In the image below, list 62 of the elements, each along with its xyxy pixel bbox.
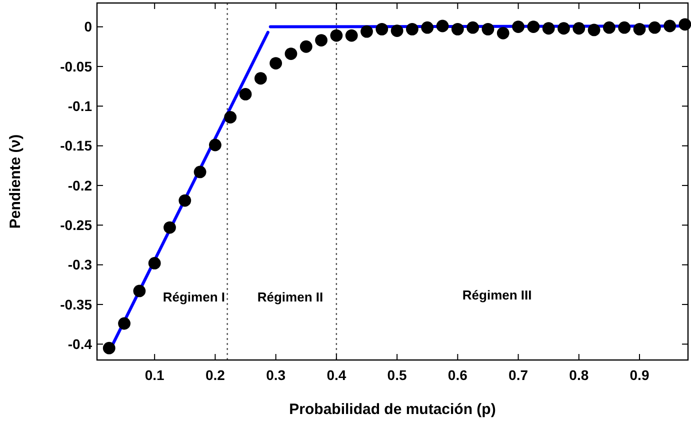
point <box>270 57 282 70</box>
point <box>618 21 631 34</box>
point <box>345 29 358 42</box>
point <box>421 21 434 34</box>
point <box>209 138 222 152</box>
point <box>496 26 510 40</box>
point <box>194 166 206 178</box>
point <box>102 342 116 354</box>
point <box>300 40 312 53</box>
point <box>376 22 388 36</box>
x-tick-label: 0.4 <box>326 367 346 383</box>
point <box>118 317 130 330</box>
x-tick-label: 0.9 <box>630 367 650 383</box>
y-tick-label: -0.25 <box>60 217 92 234</box>
point <box>164 221 176 234</box>
point <box>148 257 161 270</box>
y-tick-label: -0.3 <box>68 256 92 273</box>
point <box>512 20 524 33</box>
point <box>451 22 464 36</box>
x-axis-title: Probabilidad de mutación (p) <box>289 401 496 418</box>
point <box>482 22 494 36</box>
x-tick-label: 0.6 <box>448 367 468 383</box>
point <box>360 25 373 38</box>
y-tick-label: -0.1 <box>68 98 92 114</box>
y-tick-label: -0.35 <box>60 296 92 312</box>
point <box>315 34 328 46</box>
x-tick-label: 0.8 <box>569 367 589 383</box>
point <box>603 21 616 34</box>
annotation: Régimen III <box>462 288 532 303</box>
point <box>664 20 676 32</box>
x-tick-label: 0.1 <box>144 367 165 383</box>
point <box>466 21 480 34</box>
point <box>558 22 570 35</box>
y-tick-label: -0.4 <box>68 336 92 352</box>
annotation: Régimen II <box>257 289 324 304</box>
point <box>406 22 418 36</box>
x-tick-label: 0.2 <box>205 367 226 383</box>
x-tick-label: 0.3 <box>266 367 286 383</box>
point <box>133 284 146 298</box>
point <box>678 18 691 31</box>
y-tick-label: -0.05 <box>60 58 92 74</box>
y-tick-label: -0.15 <box>60 138 92 154</box>
y-axis-title: Pendiente (ν) <box>7 134 24 229</box>
point <box>588 24 600 36</box>
point <box>542 22 555 35</box>
point <box>330 29 343 42</box>
y-tick-label: 0 <box>84 18 92 35</box>
point <box>239 88 252 100</box>
point <box>436 20 449 32</box>
point <box>224 111 237 124</box>
point <box>254 72 267 85</box>
point <box>178 194 192 207</box>
y-tick-label: -0.2 <box>68 177 92 194</box>
annotation: Régimen I <box>162 289 225 304</box>
point <box>648 21 661 34</box>
x-tick-label: 0.7 <box>508 367 528 383</box>
point <box>390 24 404 37</box>
point <box>572 22 586 35</box>
point <box>633 22 646 36</box>
point <box>527 20 540 33</box>
point <box>284 48 298 60</box>
x-tick-label: 0.5 <box>387 367 407 383</box>
